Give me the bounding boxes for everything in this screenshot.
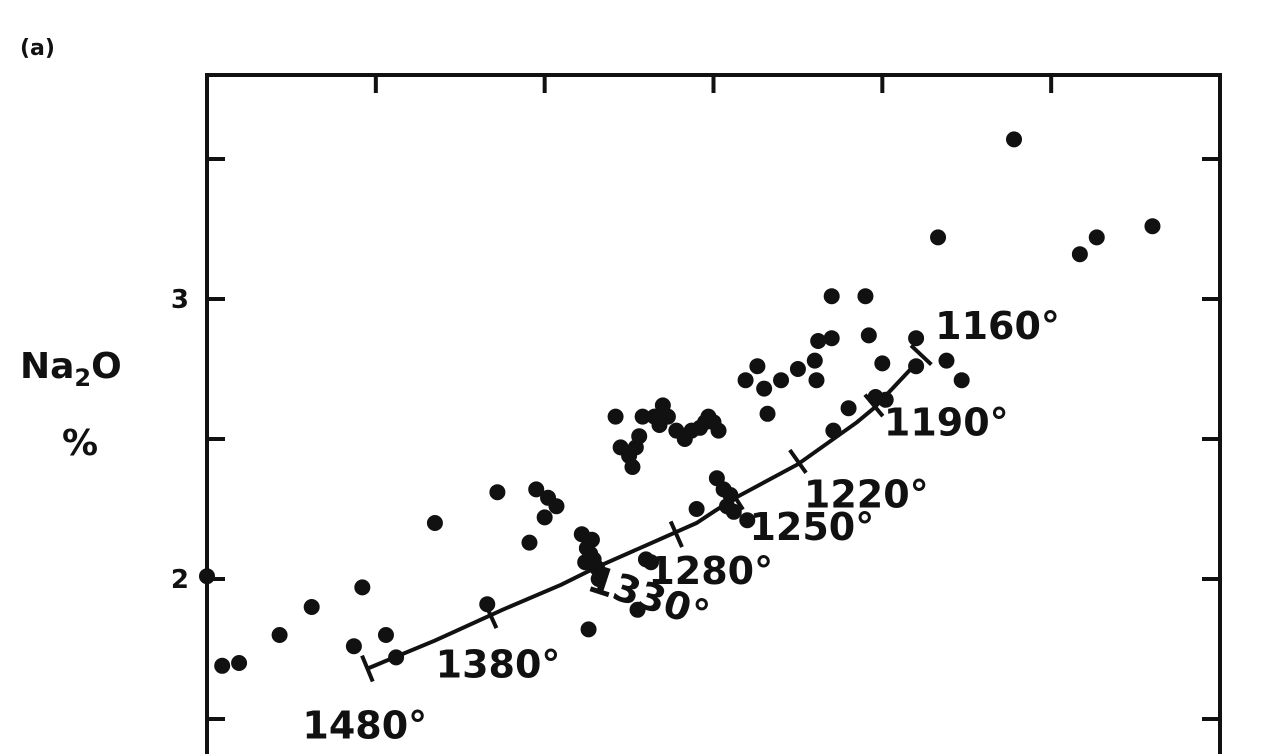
data-point-79 [1088, 229, 1105, 246]
temperature-label-1: 1190° [884, 400, 1009, 444]
temperature-label-6: 1380° [436, 642, 561, 686]
data-point-60 [806, 352, 823, 369]
data-point-46 [710, 422, 727, 439]
data-point-51 [722, 487, 739, 503]
data-point-68 [860, 327, 877, 344]
temperature-label-2: 1220° [804, 472, 929, 516]
data-point-38 [659, 408, 676, 425]
data-point-74 [938, 352, 955, 369]
temperature-label-4: 1280° [648, 549, 773, 593]
temperature-label-0: 1160° [935, 304, 1060, 348]
y-axis-label: Na2O % [20, 346, 122, 464]
data-point-24 [590, 571, 607, 587]
data-point-2 [231, 655, 248, 671]
data-points [199, 131, 1161, 674]
data-point-75 [953, 372, 970, 389]
svg-text:Na2O: Na2O [20, 346, 122, 392]
panel-label: (a) [20, 36, 55, 61]
temperature-label-7: 1480° [302, 704, 427, 748]
data-point-4 [303, 599, 320, 615]
axis-ticks [207, 75, 1220, 721]
data-point-53 [739, 512, 756, 529]
temperature-annotations: 1160°1190°1220°1250°1280°1330°1380°1480° [302, 304, 1060, 748]
y-axis-label-unit: % [62, 423, 98, 464]
data-point-32 [634, 408, 651, 425]
data-point-59 [789, 361, 806, 377]
data-point-55 [749, 358, 766, 375]
data-point-70 [874, 355, 891, 372]
data-point-31 [631, 428, 648, 445]
data-point-76 [930, 229, 947, 246]
data-point-77 [1006, 131, 1023, 148]
data-point-47 [688, 501, 705, 517]
data-point-26 [607, 408, 624, 425]
data-point-34 [643, 554, 660, 571]
data-point-7 [377, 627, 394, 643]
trend-curve [366, 362, 918, 671]
data-point-6 [354, 579, 371, 596]
data-point-81 [629, 601, 646, 618]
data-point-11 [489, 484, 506, 501]
data-point-72 [908, 330, 925, 347]
trend-tick-0 [909, 343, 933, 367]
data-point-12 [521, 534, 538, 551]
data-point-58 [773, 372, 790, 389]
temperature-label-3: 1250° [749, 505, 874, 549]
y-axis-label-subscript: 2 [74, 364, 91, 392]
data-point-61 [808, 372, 825, 389]
y-tick-labels: 23 [171, 285, 189, 595]
data-point-67 [857, 288, 874, 305]
data-point-21 [583, 531, 600, 548]
y-tick-label-0: 2 [171, 565, 189, 595]
data-point-8 [388, 649, 405, 666]
data-point-14 [536, 509, 553, 526]
data-point-3 [271, 627, 288, 643]
data-point-63 [810, 333, 827, 349]
trend-tick-4 [668, 520, 684, 548]
data-point-80 [1144, 218, 1161, 235]
data-point-66 [840, 400, 857, 417]
data-point-73 [908, 358, 925, 375]
data-point-9 [426, 515, 443, 531]
data-point-25 [580, 621, 597, 638]
data-point-65 [825, 422, 842, 439]
y-axis-label-main: Na [20, 346, 74, 387]
data-point-1 [214, 657, 231, 674]
data-point-57 [759, 405, 776, 422]
data-point-64 [823, 288, 840, 305]
data-point-0 [199, 568, 215, 585]
data-point-62 [823, 330, 840, 347]
trend-tick-7 [360, 654, 375, 683]
data-point-16 [548, 498, 565, 515]
trend-tick-2 [788, 448, 808, 474]
data-point-29 [624, 459, 641, 475]
data-point-78 [1071, 246, 1088, 263]
data-point-56 [756, 380, 773, 397]
data-point-5 [345, 638, 362, 655]
y-axis-label-end: O [91, 346, 122, 387]
data-point-54 [737, 372, 754, 389]
data-point-52 [725, 503, 742, 520]
data-point-10 [479, 596, 496, 613]
data-point-71 [877, 391, 894, 408]
data-point-13 [528, 481, 545, 498]
y-tick-label-1: 3 [171, 285, 189, 315]
